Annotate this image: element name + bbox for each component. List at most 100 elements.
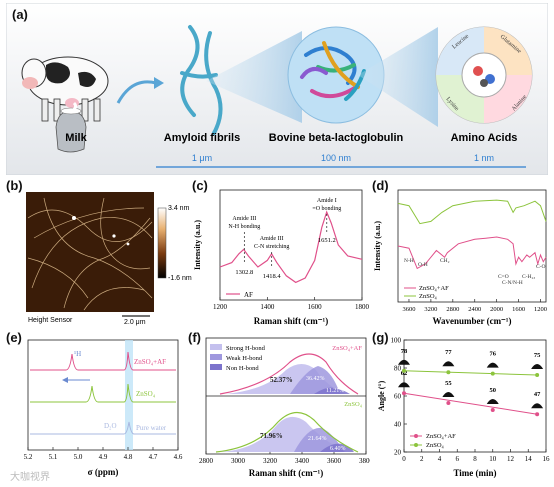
afm-scalebar: 2.0 μm	[124, 319, 146, 326]
e-x-tick: 4.7	[149, 453, 158, 461]
d-ann-nh: N-H	[404, 258, 414, 264]
d-ann-oh: O-H	[418, 262, 428, 268]
g-y-tick: 100	[391, 337, 402, 345]
c-legend: AF	[244, 291, 253, 299]
g-value-label: 62	[401, 370, 408, 377]
c-x-tick: 1400	[260, 303, 275, 311]
raman-chart: Intensity (a.u.) Raman shift (cm⁻¹) 1200…	[193, 189, 370, 326]
g-fit-line	[403, 392, 538, 415]
g-point	[446, 401, 451, 405]
afm-scale-min: -1.6 nm	[168, 275, 192, 282]
g-point	[490, 371, 495, 376]
c-ann-title: Amide III	[260, 236, 284, 242]
d-ylabel: Intensity (a.u.)	[373, 221, 382, 271]
c-ann-value: 1651.2	[318, 237, 336, 244]
f-label-bottom: ZnSO₄	[344, 401, 363, 408]
f-top-pct-2: 11.21%	[326, 388, 344, 394]
panel-g: (g) Angle (°) Time (min) 0 2 4 6 8 10 12 14 16 20…	[370, 330, 552, 480]
g-droplet-icon	[398, 359, 410, 365]
d-ann-ch2: CH₂	[440, 258, 450, 264]
g-point	[535, 373, 540, 377]
afm-scale-max: 3.4 nm	[168, 205, 190, 212]
g-value-label: 75	[534, 352, 541, 359]
g-y-tick: 60	[394, 393, 402, 401]
c-x-tick: 1200	[213, 303, 228, 311]
e-ann-1h: ¹H	[74, 350, 81, 358]
d-ann-ch: C-H₂₃	[522, 274, 535, 280]
g-x-tick: 10	[489, 455, 497, 463]
panel-f: (f) Raman shift (cm⁻¹) 2800 3000 3200 3400 3…	[186, 330, 374, 480]
panel-d-label: (d)	[372, 178, 389, 193]
g-x-tick: 12	[507, 455, 515, 463]
c-ann-sub: C-N stretching	[254, 244, 289, 250]
panel-g-label: (g)	[372, 330, 389, 345]
g-point	[535, 412, 540, 417]
c-xlabel: Raman shift (cm⁻¹)	[254, 316, 328, 326]
d-x-tick: 1600	[512, 306, 525, 313]
f-xlabel: Raman shift (cm⁻¹)	[249, 468, 323, 478]
g-legend-1: ZnSO₄	[426, 442, 445, 449]
g-droplet-icon	[398, 382, 410, 388]
d-legend-1: ZnSO₄	[419, 293, 438, 300]
d-ann-co: C=O	[498, 274, 509, 280]
e-label-water: Pure water	[136, 424, 167, 432]
g-point	[402, 368, 406, 373]
afm-image: 3.4 nm -1.6 nm Height Sensor 2.0 μm	[26, 192, 192, 326]
f-legend-strong: Strong H-bond	[226, 345, 266, 352]
panel-a-label: (a)	[12, 7, 28, 22]
c-ann-value: 1418.4	[263, 273, 282, 280]
g-droplet-icon	[442, 392, 455, 397]
c-ylabel: Intensity (a.u.)	[193, 220, 202, 270]
amino-acid-wheel-icon	[435, 26, 533, 124]
f-x-tick: 3000	[231, 457, 246, 465]
protein-label: Bovine beta-lactoglobulin	[269, 132, 404, 144]
scale-1um: 1 μm	[192, 153, 212, 163]
g-point	[446, 370, 451, 375]
g-value-label: 78	[401, 348, 408, 355]
c-x-tick: 1800	[355, 303, 370, 311]
panel-e: (e) σ (ppm) 5.2 5.1 5.0 4.9 4.8 4.7 4.6 ZnSO₄+…	[4, 330, 186, 480]
e-x-tick: 5.2	[24, 453, 33, 461]
c-ann-title: Amide III	[232, 216, 256, 222]
g-x-tick: 6	[456, 455, 460, 463]
c-x-tick: 1600	[308, 303, 323, 311]
panel-d: (d) Intensity (a.u.) Wavenumber (cm⁻¹) 3…	[370, 178, 552, 328]
amino-label: Amino Acids	[451, 132, 518, 144]
f-bot-pct-1: 21.64%	[308, 436, 327, 442]
nmr-chart: σ (ppm) 5.2 5.1 5.0 4.9 4.8 4.7 4.6 ZnSO₄+AF Z…	[24, 339, 183, 477]
watermark: 大咖视界	[10, 472, 50, 483]
f-top-pct-1: 36.42%	[306, 376, 325, 382]
d-x-tick: 3200	[424, 306, 437, 313]
f-x-tick: 2800	[199, 457, 214, 465]
f-label-top: ZnSO₄+AF	[332, 345, 362, 352]
fibril-icon	[180, 25, 223, 135]
f-x-tick: 3600	[327, 457, 342, 465]
d-xlabel: Wavenumber (cm⁻¹)	[432, 316, 511, 326]
d-x-tick: 2000	[490, 306, 503, 313]
g-ylabel: Angle (°)	[377, 380, 386, 411]
e-x-tick: 4.9	[99, 453, 108, 461]
milk-label: Milk	[65, 132, 87, 144]
panel-a-figure: Leucine Glutamine Lysine Alanine Milk Am…	[5, 2, 549, 176]
g-x-tick: 8	[473, 455, 477, 463]
g-x-tick: 16	[543, 455, 551, 463]
g-droplet-icon	[486, 362, 499, 368]
g-x-tick: 4	[438, 455, 442, 463]
e-x-tick: 4.8	[124, 453, 133, 461]
g-legend-0: ZnSO₄+AF	[426, 433, 456, 440]
d-ann-co2: C-O	[536, 264, 546, 270]
g-value-label: 77	[445, 349, 452, 356]
f-legend-weak: Weak H-bond	[226, 355, 263, 362]
oh-stretch-chart: Raman shift (cm⁻¹) 2800 3000 3200 3400 3600 3…	[199, 337, 374, 478]
panel-f-label: (f)	[188, 330, 201, 345]
g-value-label: 55	[445, 380, 452, 387]
f-bot-pct-2: 6.40%	[330, 446, 346, 452]
f-x-tick: 3800	[359, 457, 370, 465]
panel-e-label: (e)	[6, 330, 22, 345]
g-droplet-icon	[531, 364, 544, 369]
d-x-tick: 3600	[402, 306, 415, 313]
milk-can-icon	[55, 101, 87, 153]
e-label-znso4: ZnSO₄	[136, 390, 156, 398]
c-ann-sub: =O bonding	[312, 206, 341, 212]
g-y-tick: 40	[394, 421, 402, 429]
